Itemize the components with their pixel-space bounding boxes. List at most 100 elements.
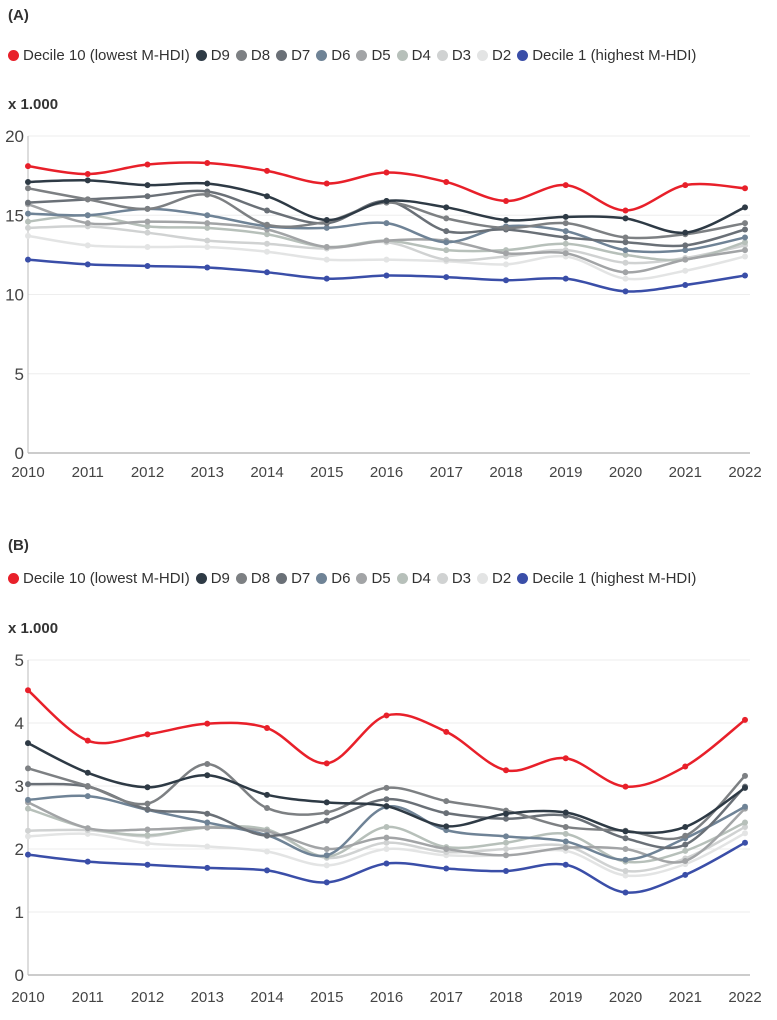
data-point[interactable] (323, 809, 330, 816)
legend-item[interactable]: Decile 1 (highest M-HDI) (517, 570, 696, 587)
data-point[interactable] (84, 261, 91, 268)
data-point[interactable] (503, 833, 509, 840)
data-point[interactable] (503, 839, 509, 846)
data-point[interactable] (682, 841, 689, 848)
data-point[interactable] (562, 213, 569, 220)
data-point[interactable] (562, 838, 569, 845)
data-point[interactable] (622, 259, 629, 266)
data-point[interactable] (25, 833, 31, 840)
data-point[interactable] (742, 239, 748, 246)
data-point[interactable] (742, 226, 748, 233)
data-point[interactable] (323, 852, 330, 859)
data-point[interactable] (144, 262, 151, 269)
data-point[interactable] (25, 796, 31, 803)
data-point[interactable] (622, 234, 629, 241)
data-point[interactable] (84, 793, 91, 800)
data-point[interactable] (25, 185, 31, 192)
data-point[interactable] (144, 218, 151, 225)
data-point[interactable] (742, 839, 748, 846)
data-point[interactable] (622, 215, 629, 222)
data-point[interactable] (562, 823, 569, 830)
data-point[interactable] (323, 799, 330, 806)
data-point[interactable] (622, 856, 629, 863)
data-point[interactable] (25, 199, 31, 206)
legend-item[interactable]: D4 (396, 47, 431, 64)
data-point[interactable] (323, 256, 330, 263)
data-point[interactable] (742, 819, 748, 826)
data-point[interactable] (264, 848, 270, 855)
data-point[interactable] (383, 220, 390, 227)
data-point[interactable] (204, 237, 211, 244)
data-point[interactable] (323, 243, 330, 250)
data-point[interactable] (264, 248, 270, 255)
legend-item[interactable]: D2 (477, 47, 511, 64)
data-point[interactable] (323, 224, 330, 231)
data-point[interactable] (84, 242, 91, 249)
data-point[interactable] (323, 760, 330, 767)
data-point[interactable] (264, 207, 270, 214)
data-point[interactable] (443, 846, 450, 852)
data-point[interactable] (622, 846, 629, 852)
data-point[interactable] (264, 805, 270, 812)
data-point[interactable] (204, 819, 211, 826)
legend-item[interactable]: Decile 10 (lowest M-HDI) (8, 570, 190, 587)
data-point[interactable] (25, 781, 31, 788)
data-point[interactable] (503, 815, 509, 822)
data-point[interactable] (383, 839, 390, 846)
legend-item[interactable]: D8 (235, 570, 270, 587)
data-point[interactable] (204, 224, 211, 231)
data-point[interactable] (682, 242, 689, 249)
data-point[interactable] (383, 823, 390, 830)
data-point[interactable] (84, 212, 91, 219)
data-point[interactable] (443, 798, 450, 805)
data-point[interactable] (443, 865, 450, 872)
data-point[interactable] (25, 224, 31, 231)
data-point[interactable] (84, 177, 91, 184)
data-point[interactable] (503, 261, 509, 268)
data-point[interactable] (682, 823, 689, 830)
data-point[interactable] (562, 809, 569, 816)
data-point[interactable] (323, 275, 330, 282)
data-point[interactable] (682, 247, 689, 254)
data-point[interactable] (144, 731, 151, 738)
legend-item[interactable]: D8 (235, 47, 270, 64)
legend-item[interactable]: D9 (195, 570, 230, 587)
data-point[interactable] (25, 687, 31, 694)
data-point[interactable] (742, 204, 748, 211)
legend-item[interactable]: D4 (396, 570, 431, 587)
data-point[interactable] (323, 217, 330, 224)
data-point[interactable] (503, 767, 509, 774)
data-point[interactable] (204, 180, 211, 187)
data-point[interactable] (264, 867, 270, 874)
data-point[interactable] (204, 720, 211, 727)
data-point[interactable] (204, 243, 211, 250)
data-point[interactable] (682, 763, 689, 770)
legend-item[interactable]: D5 (356, 47, 391, 64)
data-point[interactable] (264, 231, 270, 238)
data-point[interactable] (383, 784, 390, 791)
data-point[interactable] (503, 846, 509, 852)
data-point[interactable] (84, 171, 91, 178)
data-point[interactable] (622, 275, 629, 282)
data-point[interactable] (503, 224, 509, 231)
data-point[interactable] (383, 846, 390, 852)
data-point[interactable] (443, 228, 450, 235)
data-point[interactable] (204, 264, 211, 271)
data-point[interactable] (25, 232, 31, 239)
data-point[interactable] (503, 197, 509, 204)
data-point[interactable] (264, 832, 270, 839)
legend-item[interactable]: D6 (316, 47, 350, 64)
data-point[interactable] (84, 220, 91, 227)
data-point[interactable] (204, 810, 211, 817)
data-point[interactable] (742, 823, 748, 830)
legend-item[interactable]: D3 (436, 47, 471, 64)
data-point[interactable] (622, 872, 629, 879)
data-point[interactable] (204, 191, 211, 198)
data-point[interactable] (383, 272, 390, 279)
data-point[interactable] (323, 846, 330, 852)
data-point[interactable] (204, 212, 211, 219)
data-point[interactable] (562, 220, 569, 227)
data-point[interactable] (144, 800, 151, 807)
data-point[interactable] (742, 220, 748, 227)
data-point[interactable] (383, 237, 390, 244)
